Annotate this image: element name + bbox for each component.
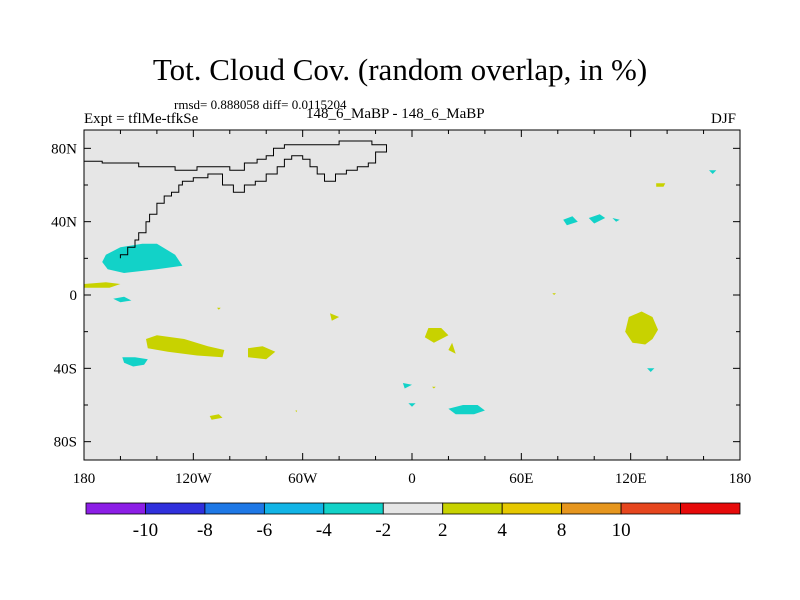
x-tick-label: 120W — [175, 471, 213, 487]
colorbar-label: -10 — [133, 520, 158, 541]
anomaly-region-5 — [248, 346, 276, 360]
colorbar-swatch — [85, 502, 146, 515]
anomaly-regions — [84, 170, 717, 420]
colorbar-swatch — [620, 502, 681, 515]
anomaly-region-16 — [448, 405, 485, 415]
colorbar-label: -6 — [256, 520, 272, 541]
colorbar-swatch — [561, 502, 622, 515]
anomaly-region-19 — [656, 183, 666, 187]
y-tick-label: 80N — [51, 141, 77, 157]
anomaly-region-4 — [146, 335, 225, 358]
colorbar-label: 8 — [557, 520, 567, 541]
anomaly-region-11 — [625, 311, 658, 345]
anomaly-region-8 — [330, 313, 340, 321]
colorbar-swatch — [442, 502, 503, 515]
colorbar: -10 -8 -6 -4 -2 2 4 8 10 — [85, 502, 741, 541]
y-tick-label: 40N — [51, 215, 77, 231]
colorbar-label: -2 — [375, 520, 391, 541]
colorbar-swatch — [323, 502, 384, 515]
anomaly-region-3 — [113, 296, 132, 303]
y-axis: 80N 40N 0 40S 80S — [51, 141, 740, 451]
x-tick-label: 120E — [615, 471, 647, 487]
coastline-1 — [84, 140, 387, 259]
coastline-layer — [84, 140, 387, 259]
stats-label: rmsd= 0.888058 diff= 0.0115204 — [174, 97, 347, 112]
colorbar-label: 10 — [612, 520, 631, 541]
experiment-label: Expt = tflMe-tfkSe — [84, 111, 199, 127]
anomaly-region-22 — [432, 386, 436, 389]
anomaly-region-21 — [295, 410, 298, 413]
colorbar-swatch — [263, 502, 325, 515]
colorbar-label: 2 — [438, 520, 448, 541]
anomaly-region-1 — [102, 243, 183, 273]
anomaly-region-13 — [563, 216, 578, 226]
colorbar-swatch — [145, 502, 206, 515]
y-tick-label: 80S — [54, 435, 77, 451]
x-tick-label: 0 — [408, 471, 416, 487]
colorbar-swatch — [680, 502, 741, 515]
season-label: DJF — [711, 111, 737, 127]
x-tick-label: 180 — [73, 471, 96, 487]
anomaly-region-15 — [402, 383, 412, 389]
map-plot-area — [84, 130, 740, 460]
colorbar-label: -8 — [197, 520, 213, 541]
anomaly-region-10 — [448, 342, 456, 354]
y-tick-label: 40S — [54, 361, 77, 377]
colorbar-label: 4 — [497, 520, 507, 541]
x-tick-label: 60E — [509, 471, 533, 487]
colorbar-swatch — [501, 502, 563, 515]
x-axis: 180 120W 60W 0 60E 120E 180 — [73, 130, 752, 487]
anomaly-region-6 — [122, 357, 148, 367]
colorbar-swatch — [204, 502, 265, 515]
anomaly-region-9 — [424, 328, 449, 343]
anomaly-region-12 — [588, 214, 606, 224]
x-tick-label: 180 — [729, 471, 752, 487]
comparison-label: 148_6_MaBP - 148_6_MaBP — [306, 106, 485, 122]
anomaly-region-17 — [408, 403, 416, 407]
anomaly-region-7 — [209, 414, 223, 420]
anomaly-region-20 — [709, 170, 717, 174]
anomaly-region-24 — [552, 293, 556, 295]
colorbar-label: -4 — [316, 520, 332, 541]
chart-title: Tot. Cloud Cov. (random overlap, in %) — [152, 52, 648, 87]
colorbar-swatch — [382, 502, 444, 515]
y-tick-label: 0 — [70, 288, 78, 304]
anomaly-region-14 — [612, 218, 620, 222]
x-tick-label: 60W — [288, 471, 318, 487]
anomaly-region-2 — [84, 282, 121, 288]
anomaly-region-23 — [217, 307, 221, 310]
anomaly-region-18 — [647, 368, 655, 372]
